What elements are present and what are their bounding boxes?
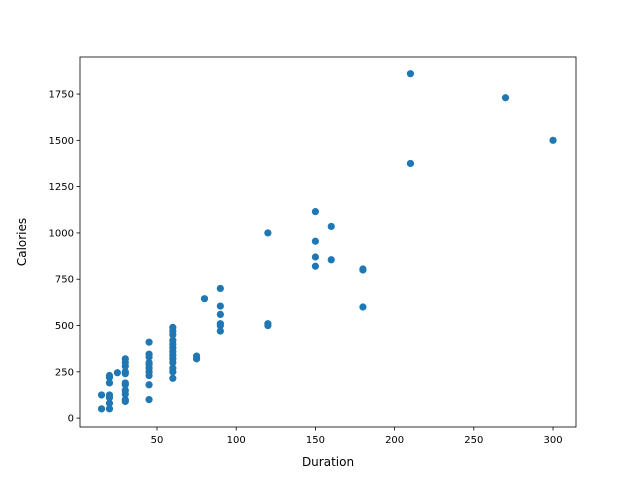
data-point bbox=[216, 320, 224, 328]
plot-frame bbox=[79, 56, 577, 428]
data-point bbox=[169, 336, 177, 344]
data-point bbox=[359, 265, 367, 273]
data-point bbox=[169, 364, 177, 372]
data-point bbox=[359, 303, 367, 311]
data-point bbox=[216, 327, 224, 335]
y-tick-label: 1000 bbox=[49, 228, 74, 239]
y-tick-label: 1500 bbox=[49, 136, 74, 147]
data-point bbox=[216, 302, 224, 310]
data-point bbox=[169, 323, 177, 331]
data-point bbox=[105, 391, 114, 399]
x-tick-label: 100 bbox=[227, 435, 246, 446]
data-point bbox=[105, 371, 114, 380]
data-point bbox=[145, 395, 153, 404]
data-point bbox=[192, 352, 201, 360]
y-tick-label: 1250 bbox=[49, 182, 74, 193]
data-point bbox=[501, 94, 510, 102]
data-point bbox=[311, 253, 320, 261]
data-point bbox=[105, 379, 114, 387]
data-point bbox=[145, 381, 153, 389]
data-point bbox=[264, 320, 272, 328]
data-point bbox=[97, 405, 106, 413]
data-point bbox=[216, 310, 224, 319]
data-point bbox=[549, 136, 557, 144]
data-point bbox=[105, 405, 114, 413]
x-tick-label: 50 bbox=[151, 435, 164, 446]
x-tick-label: 250 bbox=[464, 435, 483, 446]
x-tick-label: 200 bbox=[385, 435, 404, 446]
data-point bbox=[406, 70, 415, 78]
data-point bbox=[311, 208, 320, 216]
data-point bbox=[216, 284, 224, 293]
data-point bbox=[113, 369, 121, 377]
y-tick-label: 1750 bbox=[49, 90, 74, 101]
data-point bbox=[406, 159, 415, 168]
y-tick-label: 0 bbox=[68, 414, 74, 425]
data-point bbox=[145, 358, 153, 367]
data-point bbox=[264, 229, 272, 237]
data-point bbox=[311, 262, 320, 270]
data-point bbox=[121, 395, 129, 404]
x-tick-label: 150 bbox=[306, 435, 325, 446]
data-point bbox=[145, 350, 153, 358]
data-point bbox=[311, 237, 320, 245]
y-axis: 0 250 500 750 1000 1250 1500 1750 bbox=[49, 90, 80, 425]
data-point bbox=[145, 338, 153, 346]
data-point bbox=[327, 222, 335, 231]
x-axis: 50 100 150 200 250 300 bbox=[151, 427, 563, 446]
data-point bbox=[105, 399, 114, 407]
data-point bbox=[169, 374, 177, 382]
data-points bbox=[97, 70, 557, 413]
data-point bbox=[121, 379, 129, 387]
y-axis-label: Calories bbox=[15, 218, 29, 266]
data-point bbox=[121, 386, 129, 394]
x-tick-label: 300 bbox=[543, 435, 562, 446]
y-tick-label: 250 bbox=[55, 367, 74, 378]
data-point bbox=[121, 368, 129, 376]
x-axis-label: Duration bbox=[302, 455, 354, 469]
y-tick-label: 500 bbox=[55, 321, 74, 332]
data-point bbox=[121, 355, 129, 363]
data-point bbox=[200, 295, 209, 303]
data-point bbox=[327, 256, 335, 264]
data-point bbox=[97, 391, 106, 399]
y-tick-label: 750 bbox=[55, 275, 74, 286]
